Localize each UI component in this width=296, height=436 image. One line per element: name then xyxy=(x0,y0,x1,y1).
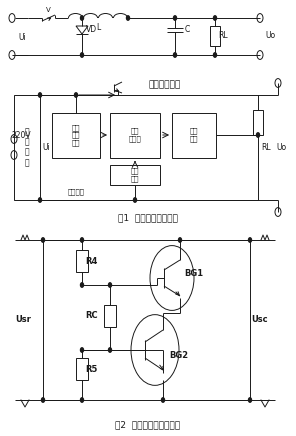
Circle shape xyxy=(257,133,260,137)
Circle shape xyxy=(41,238,44,242)
Bar xyxy=(14,95,40,200)
Text: 基准
电路: 基准 电路 xyxy=(131,168,139,182)
Circle shape xyxy=(249,238,252,242)
Text: 取样
电路: 取样 电路 xyxy=(190,128,198,142)
Circle shape xyxy=(126,16,130,20)
Text: 比较
放大器: 比较 放大器 xyxy=(129,128,141,142)
Circle shape xyxy=(109,348,112,352)
Circle shape xyxy=(162,398,165,402)
Circle shape xyxy=(81,348,83,352)
Text: 脉冲
调宽
电路: 脉冲 调宽 电路 xyxy=(72,124,80,146)
Circle shape xyxy=(38,198,41,202)
Text: 图1  直流开关电源原理: 图1 直流开关电源原理 xyxy=(118,214,178,222)
Text: Uo: Uo xyxy=(265,31,275,41)
Text: 整
流
电
路: 整 流 电 路 xyxy=(25,127,29,167)
Circle shape xyxy=(173,16,176,20)
Circle shape xyxy=(178,238,181,242)
Text: V: V xyxy=(46,7,50,13)
Bar xyxy=(104,305,116,327)
Text: 开关脉冲: 开关脉冲 xyxy=(67,189,84,195)
Text: Usr: Usr xyxy=(15,316,31,324)
Circle shape xyxy=(75,93,78,97)
Bar xyxy=(172,113,216,158)
Text: L: L xyxy=(96,24,100,33)
Circle shape xyxy=(213,53,216,57)
Circle shape xyxy=(81,398,83,402)
Circle shape xyxy=(81,283,83,287)
Text: R5: R5 xyxy=(85,364,97,374)
Circle shape xyxy=(38,93,41,97)
Text: Ui: Ui xyxy=(42,143,50,151)
Bar xyxy=(52,113,100,158)
Circle shape xyxy=(41,398,44,402)
Text: R4: R4 xyxy=(85,256,97,266)
Text: 220V: 220V xyxy=(11,130,30,140)
Text: 图2  输入过电流保护电路: 图2 输入过电流保护电路 xyxy=(115,420,181,429)
Circle shape xyxy=(81,238,83,242)
Text: BG2: BG2 xyxy=(169,351,189,360)
Text: RC: RC xyxy=(86,311,98,320)
Bar xyxy=(110,113,160,158)
Text: RL: RL xyxy=(218,31,228,41)
Circle shape xyxy=(81,53,83,57)
Circle shape xyxy=(109,283,112,287)
Circle shape xyxy=(213,16,216,20)
Text: 开关调整元件: 开关调整元件 xyxy=(149,81,181,89)
Circle shape xyxy=(249,398,252,402)
Circle shape xyxy=(81,16,83,20)
Bar xyxy=(76,358,88,380)
Text: BG1: BG1 xyxy=(184,269,204,277)
Circle shape xyxy=(173,53,176,57)
Bar xyxy=(210,26,220,46)
Bar xyxy=(76,250,88,272)
Text: Ui: Ui xyxy=(18,33,26,41)
Text: C: C xyxy=(184,25,190,34)
Text: RL: RL xyxy=(261,143,271,151)
Bar xyxy=(253,110,263,135)
Text: Usc: Usc xyxy=(252,316,268,324)
Text: VD: VD xyxy=(86,25,98,34)
Text: Uo: Uo xyxy=(276,143,286,151)
Circle shape xyxy=(133,198,136,202)
Bar xyxy=(110,165,160,185)
